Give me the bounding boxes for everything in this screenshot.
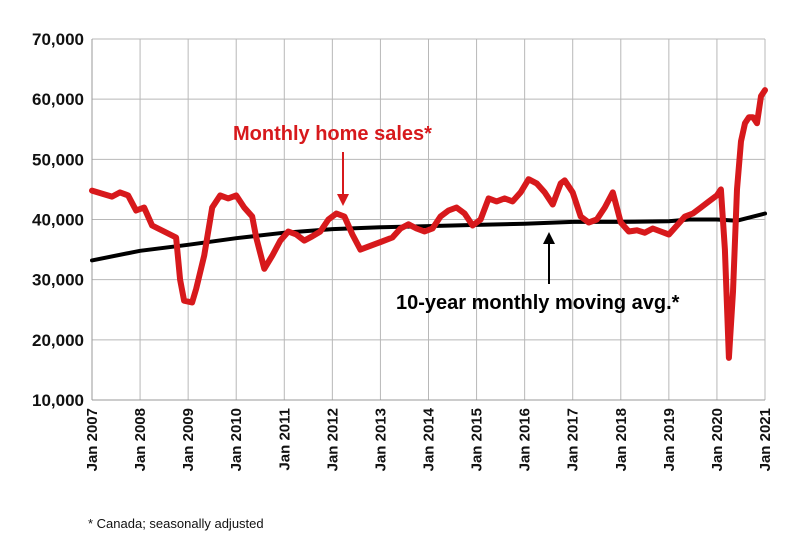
x-tick-label: Jan 2013 [372,408,389,471]
x-tick-label: Jan 2008 [132,408,149,471]
x-tick-label: Jan 2017 [565,408,582,471]
x-tick-label: Jan 2014 [421,407,438,471]
series-line-monthly-home-sales [89,87,768,361]
annotation-arrow-average [543,232,555,284]
annotation-arrow-sales [337,152,349,206]
y-axis-tick-labels: 10,000 20,000 30,000 40,000 50,000 60,000 70,0… [32,30,84,410]
x-tick-label: Jan 2021 [757,408,774,471]
y-tick-label: 10,000 [32,391,84,410]
x-tick-label: Jan 2012 [324,408,341,471]
y-tick-label: 50,000 [32,150,84,169]
y-tick-label: 30,000 [32,271,84,290]
x-tick-label: Jan 2007 [84,408,101,471]
y-tick-label: 20,000 [32,331,84,350]
x-tick-label: Jan 2011 [276,408,293,471]
x-tick-label: Jan 2019 [661,408,678,471]
x-tick-label: Jan 2018 [613,408,630,471]
x-tick-label: Jan 2010 [228,408,245,471]
x-tick-label: Jan 2009 [180,408,197,471]
x-axis-tick-labels: Jan 2007 Jan 2008 Jan 2009 Jan 2010 Jan 2011… [84,407,774,471]
x-tick-label: Jan 2016 [517,408,534,471]
y-tick-label: 40,000 [32,211,84,230]
x-tick-label: Jan 2015 [469,408,486,471]
y-tick-label: 70,000 [32,30,84,49]
y-tick-label: 60,000 [32,90,84,109]
x-tick-label: Jan 2020 [709,408,726,471]
annotation-moving-average: 10-year monthly moving avg.* [396,292,680,314]
footnote: * Canada; seasonally adjusted [88,516,264,531]
annotation-monthly-home-sales: Monthly home sales* [233,123,432,145]
